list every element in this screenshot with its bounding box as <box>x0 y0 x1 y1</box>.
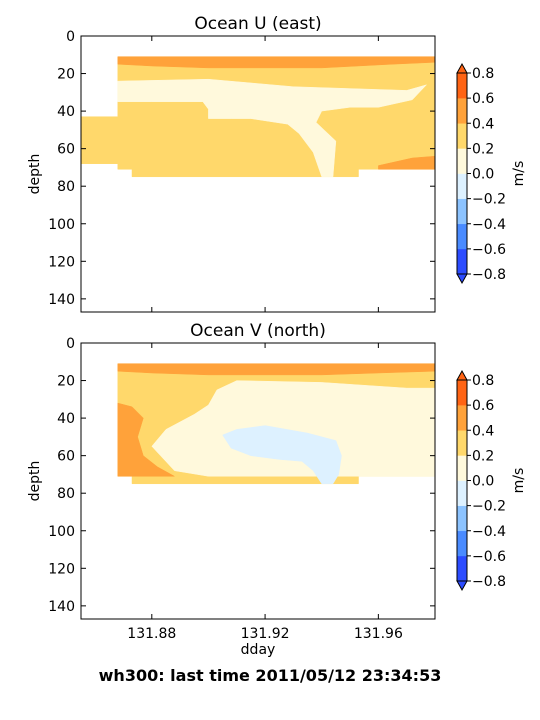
colorbar-segment <box>457 555 467 582</box>
contour-regions <box>81 56 435 178</box>
colorbar-segment <box>457 223 467 250</box>
colorbar-label: m/s <box>511 468 527 494</box>
colorbar-segment <box>457 530 467 557</box>
colorbar-tick-label: 0.8 <box>472 66 494 82</box>
colorbar-segment <box>457 455 467 481</box>
colorbar-segment <box>457 73 467 99</box>
colorbar-tick-label: −0.6 <box>472 549 506 565</box>
y-tick-label: 20 <box>57 374 75 390</box>
axes-frame <box>80 35 436 313</box>
colorbar-tick-label: 0.0 <box>472 474 494 490</box>
colorbar-tick-label: 0.6 <box>472 398 494 414</box>
y-tick-label: 40 <box>57 411 75 427</box>
y-tick-label: 0 <box>66 336 75 352</box>
contour-region-4 <box>151 380 435 477</box>
colorbar-tick-label: 0.0 <box>472 167 494 183</box>
y-tick-label: 40 <box>57 104 75 120</box>
colorbar-segment <box>457 380 467 406</box>
colorbar-tick-label: −0.4 <box>472 524 506 540</box>
contour-region-2 <box>117 363 435 376</box>
y-tick-label: 100 <box>48 524 75 540</box>
colorbar-tick-label: 0.4 <box>472 116 494 132</box>
colorbar-tick-label: 0.2 <box>472 448 494 464</box>
colorbar-tick-label: −0.4 <box>472 217 506 233</box>
colorbar-segment <box>457 505 467 532</box>
colorbar-segment <box>457 173 467 199</box>
chart-title: Ocean U (east) <box>194 14 321 34</box>
y-tick-label: 120 <box>48 561 75 577</box>
y-axis-label: depth <box>27 461 43 502</box>
colorbar-tick-label: −0.2 <box>472 499 506 515</box>
colorbar-tick-label: −0.6 <box>472 242 506 258</box>
x-tick-label: 131.96 <box>354 626 403 642</box>
y-tick-label: 100 <box>48 217 75 233</box>
contour-region-3 <box>117 402 175 477</box>
contour-region-2 <box>117 56 435 69</box>
x-tick-label: 131.88 <box>127 626 176 642</box>
colorbar: 0.8 0.6 0.4 0.2 0.0 −0.2 −0.4 −0.6 −0.8 m/s <box>456 369 527 592</box>
y-axis-label: depth <box>27 154 43 195</box>
colorbar-segment <box>457 98 467 124</box>
y-tick-label: 60 <box>57 142 75 158</box>
colorbar-tick-label: −0.8 <box>472 574 506 590</box>
colorbar-tick-label: 0.2 <box>472 141 494 157</box>
colorbar-extend-max <box>456 369 468 381</box>
colorbar-tick-label: 0.4 <box>472 423 494 439</box>
y-tick-label: 140 <box>48 292 75 308</box>
y-tick-label: 60 <box>57 449 75 465</box>
colorbar-tick-label: 0.6 <box>472 91 494 107</box>
colorbar-segment <box>457 148 467 174</box>
colorbar-segment <box>457 198 467 225</box>
figure-footer: wh300: last time 2011/05/12 23:34:53 <box>98 666 442 685</box>
colorbar-label: m/s <box>511 161 527 187</box>
panel-1: 0 20 40 60 80 100 120 140 Ocean U (east) depth 0.8… <box>27 14 527 313</box>
y-tick-label: 140 <box>48 599 75 615</box>
y-tick-label: 120 <box>48 254 75 270</box>
colorbar-tick-label: −0.8 <box>472 267 506 283</box>
colorbar-segment <box>457 123 467 149</box>
colorbar: 0.8 0.6 0.4 0.2 0.0 −0.2 −0.4 −0.6 −0.8 m/s <box>456 62 527 285</box>
colorbar-extend-min <box>456 580 468 592</box>
contour-regions <box>117 363 435 485</box>
colorbar-segment <box>457 430 467 456</box>
y-tick-label: 80 <box>57 179 75 195</box>
x-axis-label: dday <box>241 642 276 658</box>
colorbar-segment <box>457 405 467 431</box>
contour-region-3 <box>378 155 435 170</box>
contour-region-5 <box>222 425 342 485</box>
y-tick-label: 0 <box>66 29 75 45</box>
x-tick-label: 131.92 <box>241 626 290 642</box>
contour-region-4 <box>117 78 428 178</box>
colorbar-extend-max <box>456 62 468 74</box>
colorbar-segment <box>457 480 467 506</box>
colorbar-tick-label: 0.8 <box>472 373 494 389</box>
y-tick-label: 80 <box>57 486 75 502</box>
y-tick-label: 20 <box>57 67 75 83</box>
colorbar-segment <box>457 248 467 275</box>
axes-frame <box>80 342 436 620</box>
chart-title: Ocean V (north) <box>190 321 326 341</box>
panel-2: 0 20 40 60 80 100 120 140 131.88 131.92 131.96 Ocea… <box>27 321 527 658</box>
colorbar-extend-min <box>456 273 468 285</box>
colorbar-tick-label: −0.2 <box>472 192 506 208</box>
